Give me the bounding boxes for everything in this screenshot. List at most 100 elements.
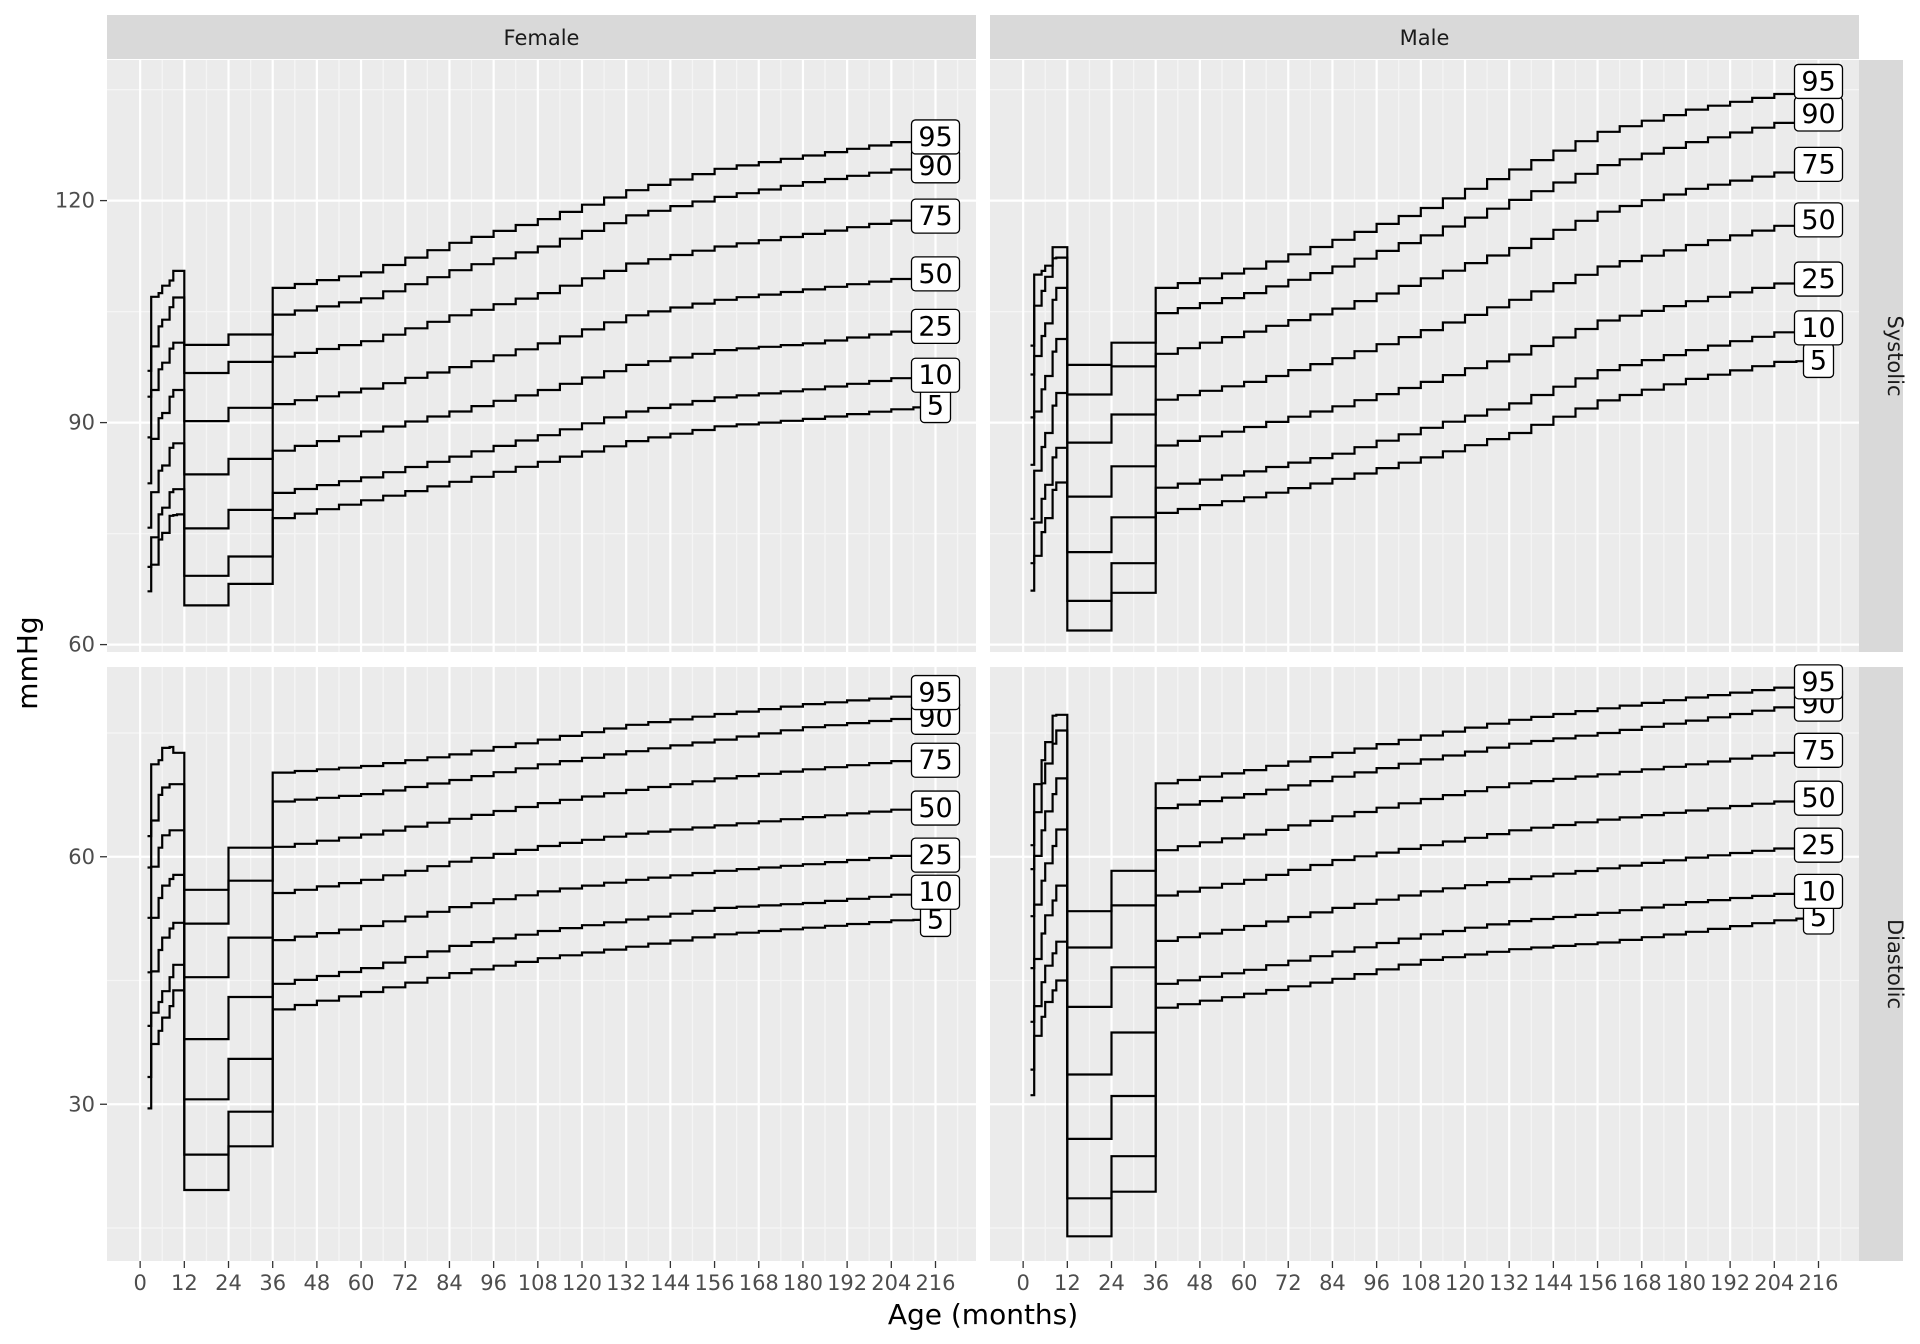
x-tick-label: 72 xyxy=(392,1271,419,1295)
panel-background xyxy=(990,667,1859,1261)
label-box xyxy=(1793,780,1844,816)
label-box xyxy=(1793,732,1844,768)
label-text: 50 xyxy=(1801,783,1835,814)
x-axis-female: 0 12 24 36 48 60 72 84 96 108 120 132 144 156 168 180 19… xyxy=(133,1261,956,1295)
strip-diastolic: Diastolic xyxy=(1859,667,1907,1261)
x-tick-label: 0 xyxy=(1016,1271,1029,1295)
strip-diastolic-label: Diastolic xyxy=(1883,919,1907,1009)
label-box xyxy=(1793,146,1844,182)
label-text: 25 xyxy=(1801,830,1835,861)
percentile-label-5: 5 xyxy=(919,387,952,424)
label-box xyxy=(1793,310,1844,346)
label-box xyxy=(910,308,961,345)
label-box xyxy=(910,742,961,778)
percentile-label-75: 75 xyxy=(1793,732,1844,768)
x-tick-label: 156 xyxy=(1578,1271,1618,1295)
x-tick-label: 108 xyxy=(1401,1271,1441,1295)
series-line-p75 xyxy=(147,759,937,979)
x-tick-label: 108 xyxy=(518,1271,558,1295)
strip-diastolic-background xyxy=(1859,667,1903,1261)
label-text: 50 xyxy=(918,259,952,290)
y-tick-label: 120 xyxy=(55,189,95,213)
x-tick-label: 84 xyxy=(1319,1271,1346,1295)
label-box xyxy=(1793,873,1844,910)
label-text: 50 xyxy=(918,793,952,824)
x-tick-label: 36 xyxy=(1142,1271,1169,1295)
label-text: 5 xyxy=(927,391,944,422)
label-text: 25 xyxy=(918,840,952,871)
x-tick-label: 12 xyxy=(1054,1271,1081,1295)
label-text: 95 xyxy=(1801,66,1835,97)
label-text: 25 xyxy=(918,311,952,342)
series-line-p95 xyxy=(1030,81,1820,366)
x-tick-label: 204 xyxy=(871,1271,911,1295)
x-tick-label: 144 xyxy=(1533,1271,1573,1295)
percentile-label-5: 5 xyxy=(1802,342,1835,379)
strip-male-label: Male xyxy=(1400,26,1450,50)
panel-background xyxy=(107,60,976,652)
label-box xyxy=(1793,664,1844,700)
percentile-label-75: 75 xyxy=(910,198,961,234)
series-line-p90 xyxy=(147,717,937,925)
percentile-label-25: 25 xyxy=(1793,827,1844,863)
label-box xyxy=(910,198,961,234)
strip-systolic: Systolic xyxy=(1859,60,1907,652)
percentile-label-5: 5 xyxy=(919,901,952,938)
y-tick-label: 60 xyxy=(68,633,95,657)
percentile-label-95: 95 xyxy=(910,674,961,711)
x-tick-label: 180 xyxy=(1666,1271,1706,1295)
label-text: 90 xyxy=(1801,99,1835,130)
x-axis-male: 0 12 24 36 48 60 72 84 96 108 120 132 144 156 168 180 19… xyxy=(1016,1261,1839,1295)
label-text: 10 xyxy=(918,877,952,908)
label-text: 90 xyxy=(918,151,952,182)
x-tick-label: 0 xyxy=(133,1271,146,1295)
label-text: 5 xyxy=(927,904,944,935)
x-tick-label: 204 xyxy=(1754,1271,1794,1295)
label-text: 25 xyxy=(1801,264,1835,295)
label-box xyxy=(1793,202,1844,238)
label-text: 10 xyxy=(1801,876,1835,907)
label-box xyxy=(1793,261,1844,297)
label-box xyxy=(910,674,961,711)
strip-female: Female xyxy=(107,15,976,59)
x-tick-label: 60 xyxy=(348,1271,375,1295)
percentile-label-50: 50 xyxy=(1793,202,1844,238)
label-text: 75 xyxy=(918,745,952,776)
x-tick-label: 36 xyxy=(259,1271,286,1295)
strip-female-background xyxy=(107,15,976,59)
x-tick-label: 24 xyxy=(215,1271,242,1295)
label-box xyxy=(910,256,961,292)
label-box xyxy=(910,119,961,155)
x-tick-label: 144 xyxy=(650,1271,690,1295)
y-tick-label: 90 xyxy=(68,411,95,435)
y-axis-title: mmHg xyxy=(11,616,44,709)
label-text: 10 xyxy=(918,360,952,391)
percentile-label-75: 75 xyxy=(1793,146,1844,182)
percentile-label-50: 50 xyxy=(1793,780,1844,816)
label-text: 95 xyxy=(1801,667,1835,698)
x-tick-label: 72 xyxy=(1275,1271,1302,1295)
x-tick-label: 96 xyxy=(480,1271,507,1295)
x-axis-title: Age (months) xyxy=(888,1298,1078,1331)
x-tick-label: 120 xyxy=(1445,1271,1485,1295)
x-tick-label: 84 xyxy=(436,1271,463,1295)
y-axis-systolic: 60 90 120 xyxy=(55,189,107,657)
y-tick-label: 30 xyxy=(68,1092,95,1116)
strip-systolic-label: Systolic xyxy=(1883,316,1907,397)
x-tick-label: 216 xyxy=(1798,1271,1838,1295)
x-tick-label: 168 xyxy=(739,1271,779,1295)
x-tick-label: 48 xyxy=(304,1271,331,1295)
label-box xyxy=(910,874,961,910)
series-line-p95 xyxy=(147,692,937,891)
x-tick-label: 24 xyxy=(1098,1271,1125,1295)
x-tick-label: 12 xyxy=(171,1271,198,1295)
label-text: 95 xyxy=(918,678,952,709)
x-tick-label: 120 xyxy=(562,1271,602,1295)
x-tick-label: 180 xyxy=(783,1271,823,1295)
panel-background xyxy=(990,60,1859,652)
series-line-p95 xyxy=(1030,681,1820,913)
